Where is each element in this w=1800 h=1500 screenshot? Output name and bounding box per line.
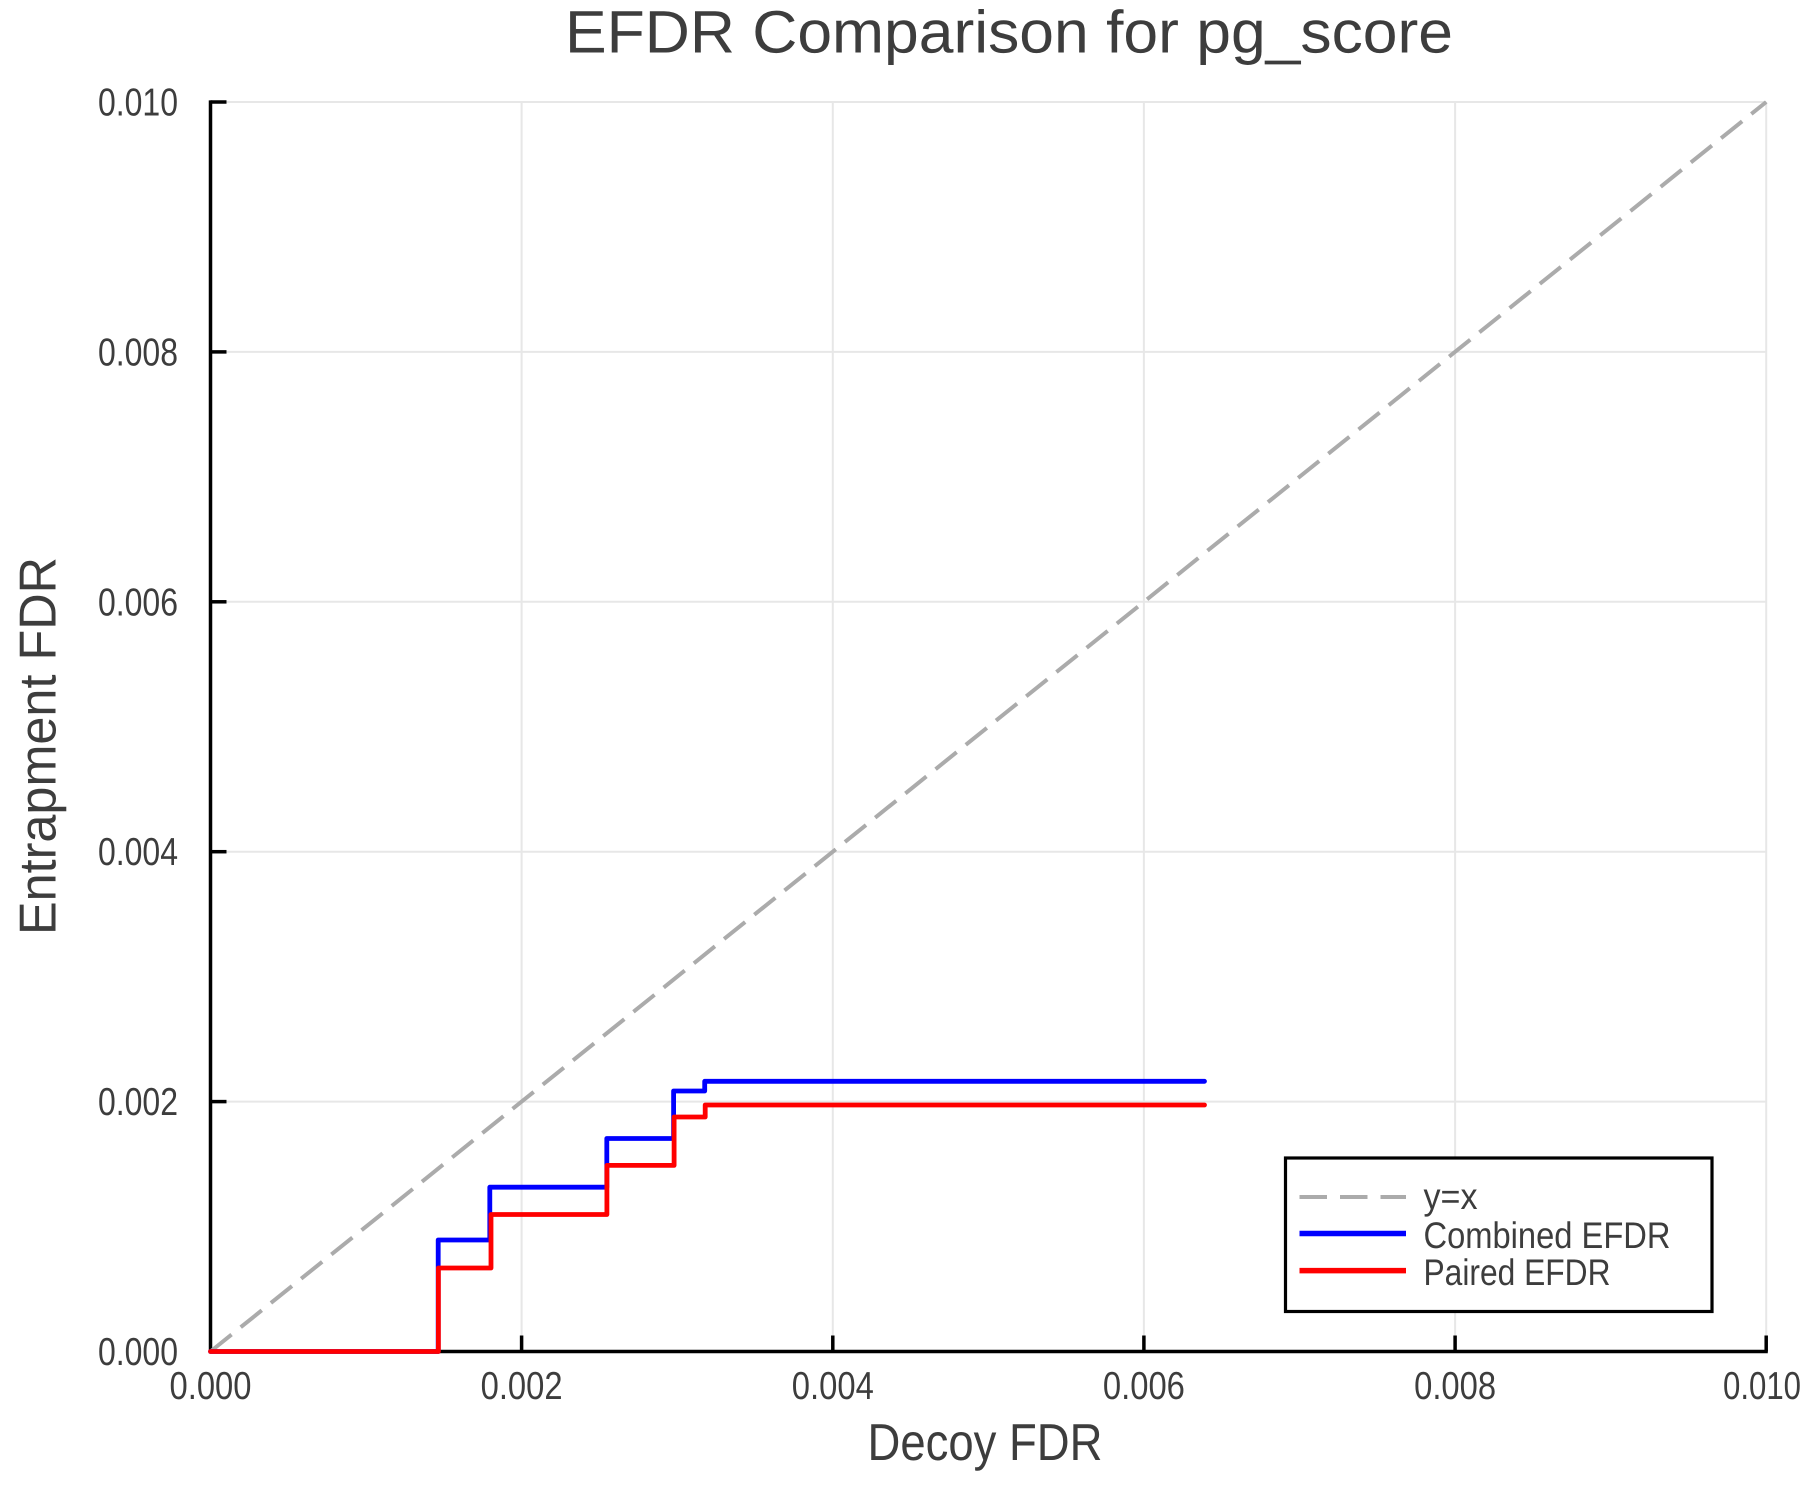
svg-text:Paired EFDR: Paired EFDR xyxy=(1424,1252,1611,1293)
svg-text:0.010: 0.010 xyxy=(98,82,178,125)
svg-text:y=x: y=x xyxy=(1424,1176,1478,1217)
svg-text:0.002: 0.002 xyxy=(98,1081,178,1124)
svg-text:EFDR Comparison for pg_score: EFDR Comparison for pg_score xyxy=(565,0,1453,66)
svg-text:0.002: 0.002 xyxy=(481,1365,563,1408)
svg-text:0.008: 0.008 xyxy=(98,331,178,374)
svg-text:0.000: 0.000 xyxy=(170,1365,252,1408)
svg-text:Decoy FDR: Decoy FDR xyxy=(868,1414,1103,1472)
svg-text:0.006: 0.006 xyxy=(1103,1365,1185,1408)
svg-text:0.004: 0.004 xyxy=(792,1365,874,1408)
svg-text:0.010: 0.010 xyxy=(1723,1365,1800,1408)
svg-text:Entrapment FDR: Entrapment FDR xyxy=(10,557,68,935)
svg-text:Combined EFDR: Combined EFDR xyxy=(1424,1215,1671,1256)
svg-text:0.000: 0.000 xyxy=(98,1331,178,1374)
svg-text:0.004: 0.004 xyxy=(98,831,178,874)
svg-text:0.008: 0.008 xyxy=(1414,1365,1496,1408)
svg-text:0.006: 0.006 xyxy=(98,581,178,624)
